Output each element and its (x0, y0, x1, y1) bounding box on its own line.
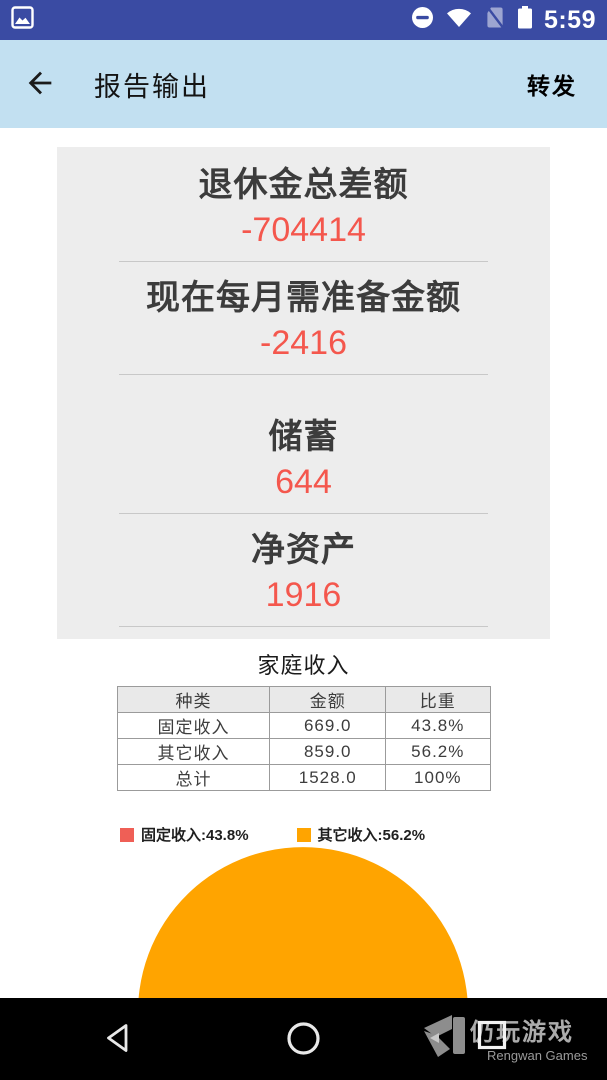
divider (119, 626, 488, 627)
chart-title: 家庭收入 (257, 653, 350, 678)
summary-card: 退休金总差额 -704414 现在每月需准备金额 -2416 储蓄 644 净资… (57, 147, 550, 639)
table-header-row: 种类 金额 比重 (116, 686, 491, 713)
cell-proportion: 100% (385, 764, 491, 791)
cell-proportion: 43.8% (385, 712, 491, 739)
stat-value: -2416 (260, 324, 347, 362)
arrow-left-icon (23, 66, 57, 103)
cell-amount: 1528.0 (269, 764, 387, 791)
stat-label: 现在每月需准备金额 (146, 279, 461, 317)
recents-square-icon (477, 1020, 507, 1053)
table-row: 其它收入 859.0 56.2% (116, 738, 491, 765)
col-header-amount: 金额 (269, 686, 387, 713)
nav-recents-button[interactable] (477, 1020, 507, 1053)
watermark-subtitle: Rengwan Games (487, 1048, 588, 1063)
stat-value: -704414 (241, 211, 366, 249)
home-circle-icon (286, 1022, 321, 1059)
nav-home-button[interactable] (286, 1021, 321, 1059)
legend-item-other-income: 其它收入:56.2% (296, 824, 425, 845)
col-header-proportion: 比重 (385, 686, 491, 713)
cell-type: 其它收入 (116, 738, 271, 765)
page-title: 报告输出 (94, 71, 210, 102)
legend-swatch-red (120, 827, 134, 842)
watermark-logo-icon (422, 1012, 480, 1067)
stat-label: 净资产 (251, 531, 356, 569)
status-time: 5:59 (543, 5, 596, 34)
screenshot-notification-icon (11, 6, 34, 34)
stat-value: 1916 (265, 576, 342, 614)
stat-pension-gap: 退休金总差额 -704414 (57, 149, 550, 262)
cell-type: 总计 (116, 764, 271, 791)
table-row: 固定收入 669.0 43.8% (116, 712, 491, 739)
wifi-icon (446, 7, 472, 33)
stat-monthly-needed: 现在每月需准备金额 -2416 (57, 262, 550, 375)
back-button[interactable] (14, 58, 66, 110)
income-table: 种类 金额 比重 固定收入 669.0 43.8% 其它收入 859.0 56.… (116, 686, 491, 791)
table-row: 总计 1528.0 100% (116, 764, 491, 791)
app-bar: 报告输出 转发 (0, 40, 607, 128)
stat-label: 储蓄 (268, 418, 339, 456)
divider (119, 261, 488, 262)
report-content: 退休金总差额 -704414 现在每月需准备金额 -2416 储蓄 644 净资… (0, 128, 607, 998)
chart-legend: 固定收入:43.8% 其它收入:56.2% (120, 824, 607, 845)
stat-savings: 储蓄 644 (57, 401, 550, 514)
do-not-disturb-icon (411, 6, 434, 34)
back-triangle-icon (102, 1024, 132, 1058)
navigation-bar: 仍玩游戏 Rengwan Games (0, 998, 607, 1080)
cell-amount: 669.0 (269, 712, 387, 739)
income-pie-chart[interactable] (138, 847, 468, 998)
divider (119, 374, 488, 375)
legend-swatch-orange (296, 827, 311, 842)
stat-label: 退休金总差额 (198, 166, 409, 204)
status-bar: 5:59 (0, 0, 607, 40)
col-header-type: 种类 (116, 686, 271, 713)
divider (119, 513, 488, 514)
watermark: 仍玩游戏 Rengwan Games (420, 1006, 600, 1072)
stat-net-assets: 净资产 1916 (57, 514, 550, 627)
forward-button[interactable]: 转发 (527, 67, 577, 101)
pie-slice-other-income[interactable] (138, 847, 468, 998)
legend-item-fixed-income: 固定收入:43.8% (120, 824, 249, 845)
no-sim-icon (484, 5, 506, 35)
nav-back-button[interactable] (102, 1021, 132, 1058)
stat-value: 644 (275, 463, 332, 501)
cell-type: 固定收入 (116, 712, 271, 739)
watermark-text: 仍玩游戏 Rengwan Games (470, 1012, 587, 1063)
cell-proportion: 56.2% (385, 738, 491, 765)
battery-icon (517, 6, 532, 34)
cell-amount: 859.0 (269, 738, 387, 765)
